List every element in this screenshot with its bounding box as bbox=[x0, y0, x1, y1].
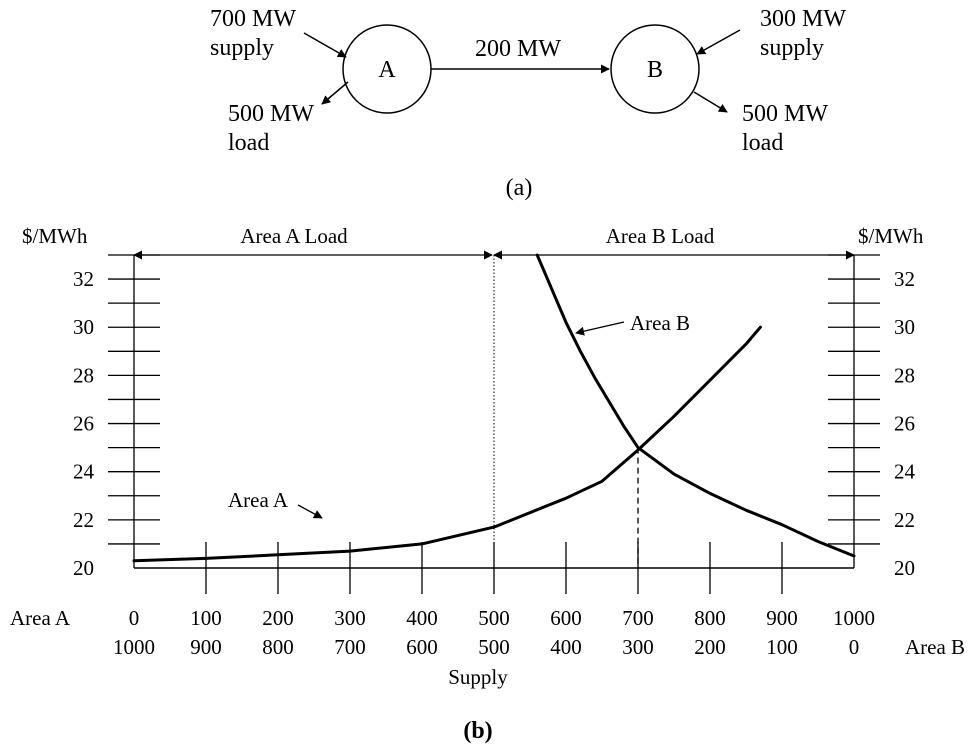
flow-label: 200 MW bbox=[475, 36, 561, 62]
unit-left-label: $/MWh bbox=[22, 224, 88, 248]
b-supply-value: 300 MW bbox=[760, 6, 846, 32]
a-load-word: load bbox=[228, 130, 269, 156]
x-tick-label-area-a: 500 bbox=[478, 606, 510, 630]
curve-b-pointer bbox=[575, 321, 625, 336]
y-tick-label-left: 24 bbox=[73, 460, 95, 484]
x-tick-label-area-b: 400 bbox=[550, 635, 582, 659]
b-load-arrow bbox=[693, 91, 728, 113]
x-tick-label-area-a: 400 bbox=[406, 606, 438, 630]
a-supply-word: supply bbox=[210, 35, 274, 61]
span-right-label: Area B Load bbox=[606, 224, 715, 248]
y-tick-label-left: 32 bbox=[73, 267, 94, 291]
b-load-value: 500 MW bbox=[742, 101, 828, 127]
row-b-label: Area B bbox=[905, 635, 965, 659]
y-tick-label-left: 20 bbox=[73, 556, 94, 580]
y-tick-label-right: 24 bbox=[894, 460, 916, 484]
y-tick-label-right: 32 bbox=[894, 267, 915, 291]
x-tick-label-area-b: 0 bbox=[849, 635, 860, 659]
y-tick-label-right: 30 bbox=[894, 315, 915, 339]
y-tick-label-right: 22 bbox=[894, 508, 915, 532]
x-tick-label-area-a: 300 bbox=[334, 606, 366, 630]
x-tick-label-area-b: 300 bbox=[622, 635, 654, 659]
a-load-arrow bbox=[321, 81, 349, 105]
x-tick-label-area-a: 800 bbox=[694, 606, 726, 630]
caption-b: (b) bbox=[463, 718, 492, 744]
x-tick-label-area-a: 200 bbox=[262, 606, 294, 630]
x-tick-label-area-a: 900 bbox=[766, 606, 798, 630]
y-tick-label-right: 26 bbox=[894, 412, 915, 436]
y-tick-label-left: 22 bbox=[73, 508, 94, 532]
x-tick-label-area-b: 900 bbox=[190, 635, 222, 659]
x-tick-label-area-b: 500 bbox=[478, 635, 510, 659]
caption-a: (a) bbox=[506, 175, 533, 201]
y-tick-label-left: 28 bbox=[73, 363, 94, 387]
y-tick-label-left: 30 bbox=[73, 315, 94, 339]
b-load-word: load bbox=[742, 130, 783, 156]
row-a-label: Area A bbox=[10, 606, 71, 630]
x-tick-label-area-a: 0 bbox=[129, 606, 140, 630]
node-a-label: A bbox=[378, 57, 396, 83]
y-tick-label-right: 20 bbox=[894, 556, 915, 580]
x-tick-label-area-a: 600 bbox=[550, 606, 582, 630]
y-tick-label-left: 26 bbox=[73, 412, 94, 436]
supply-curve-area-a bbox=[132, 325, 762, 563]
x-tick-label-area-a: 1000 bbox=[833, 606, 875, 630]
x-tick-label-area-b: 600 bbox=[406, 635, 438, 659]
chart-curves bbox=[132, 253, 856, 568]
a-supply-arrow bbox=[303, 32, 347, 58]
curve-a-label: Area A bbox=[228, 488, 289, 512]
x-tick-label-area-b: 700 bbox=[334, 635, 366, 659]
x-tick-label-area-a: 100 bbox=[190, 606, 222, 630]
x-tick-label-area-b: 1000 bbox=[113, 635, 155, 659]
x-tick-label-area-b: 200 bbox=[694, 635, 726, 659]
supply-axis-label: Supply bbox=[448, 665, 508, 689]
network-diagram: A B 200 MW 700 MW supply 500 MW load 300… bbox=[210, 6, 846, 201]
node-b-label: B bbox=[647, 57, 663, 83]
x-tick-label-area-a: 700 bbox=[622, 606, 654, 630]
node-b-circle bbox=[610, 24, 700, 114]
x-tick-label-area-b: 800 bbox=[262, 635, 294, 659]
supply-curve-area-b bbox=[535, 253, 856, 558]
curve-b-label: Area B bbox=[630, 311, 690, 335]
x-tick-label-area-b: 100 bbox=[766, 635, 798, 659]
span-left-label: Area A Load bbox=[240, 224, 348, 248]
a-supply-value: 700 MW bbox=[210, 6, 296, 32]
a-load-value: 500 MW bbox=[228, 101, 314, 127]
y-tick-label-right: 28 bbox=[894, 363, 915, 387]
curve-a-pointer bbox=[297, 504, 323, 519]
supply-chart: $/MWh $/MWh Area A Load Area B Load 20 20… bbox=[10, 224, 965, 744]
unit-right-label: $/MWh bbox=[858, 224, 924, 248]
b-supply-arrow bbox=[696, 29, 741, 55]
b-supply-word: supply bbox=[760, 35, 824, 61]
